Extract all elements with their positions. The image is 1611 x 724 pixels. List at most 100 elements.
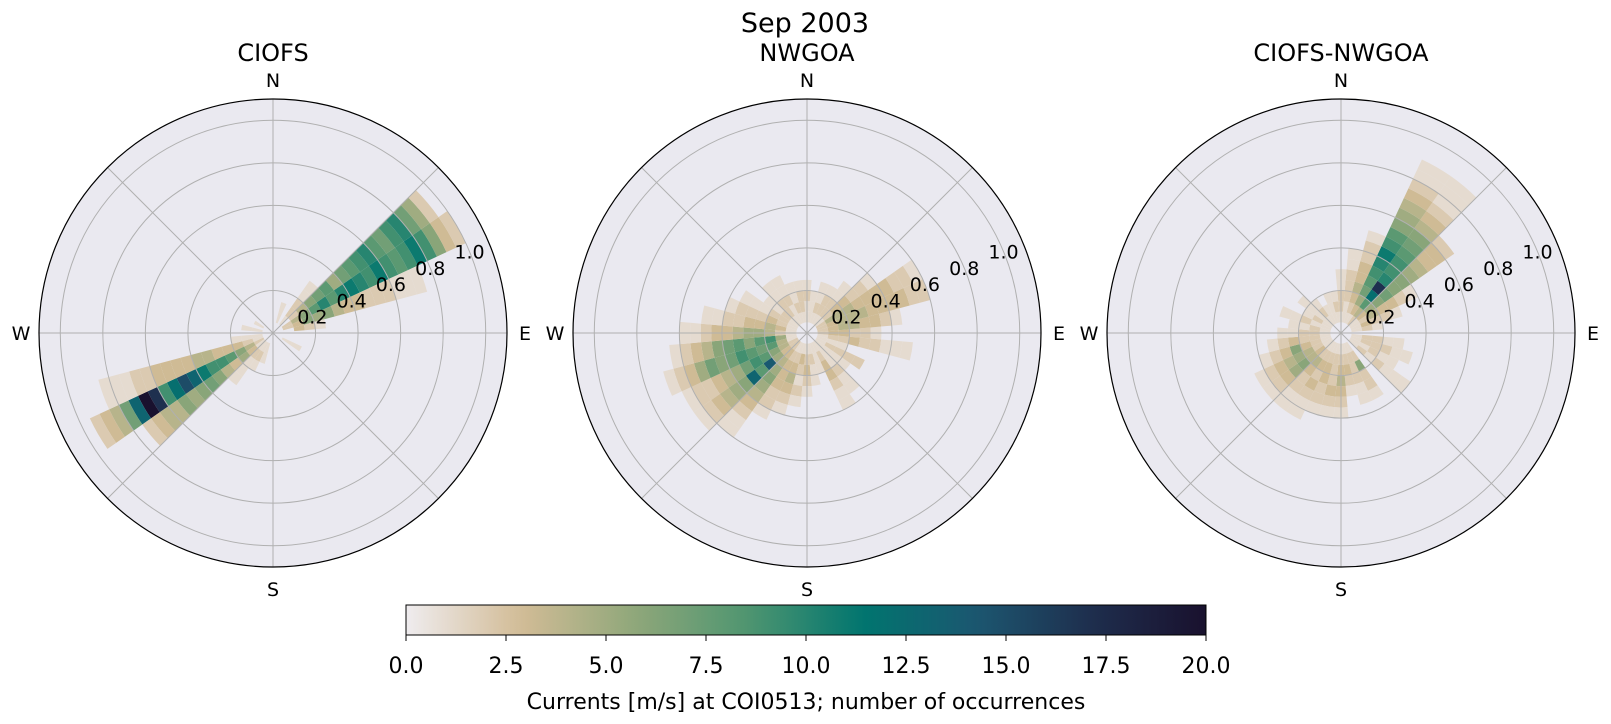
angular-gridline <box>806 167 973 334</box>
compass-label: W <box>1080 323 1099 345</box>
histogram-cell <box>149 363 167 387</box>
panel-title: CIOFS <box>237 39 308 67</box>
histogram-cell <box>177 394 198 416</box>
histogram-cell <box>241 334 253 342</box>
histogram-cell <box>700 377 720 401</box>
histogram-cell <box>1319 327 1331 333</box>
angular-gridline <box>641 332 808 499</box>
histogram-cell <box>379 279 397 303</box>
histogram-cell <box>807 311 813 323</box>
histogram-cell <box>1341 311 1347 323</box>
histogram-cell <box>1335 343 1341 355</box>
histogram-cell <box>1318 371 1330 385</box>
histogram-cell <box>291 298 304 311</box>
histogram-cell <box>1342 353 1350 365</box>
histogram-cell <box>394 241 418 271</box>
angular-gridline <box>1340 332 1507 499</box>
histogram-cell <box>1384 296 1399 311</box>
histogram-cell <box>1318 348 1329 360</box>
histogram-cell <box>311 310 325 322</box>
histogram-cell <box>1346 352 1355 364</box>
histogram-cell <box>761 280 777 296</box>
figure-suptitle: Sep 2003 <box>741 8 869 39</box>
histogram-cell <box>1310 367 1324 382</box>
histogram-cell <box>749 355 764 370</box>
histogram-cell <box>257 340 267 351</box>
histogram-cell <box>817 333 829 339</box>
histogram-cell <box>775 390 791 405</box>
compass-label: S <box>801 579 813 601</box>
histogram-cell <box>1346 302 1355 314</box>
histogram-cell <box>809 342 816 354</box>
histogram-cell <box>429 217 457 253</box>
histogram-cell <box>251 333 263 339</box>
histogram-cell <box>831 363 845 377</box>
histogram-cell <box>868 338 882 353</box>
histogram-cell <box>845 310 859 322</box>
histogram-cell <box>844 287 860 303</box>
histogram-cell <box>754 336 766 347</box>
histogram-cell <box>1358 284 1372 299</box>
histogram-cell <box>1414 219 1439 243</box>
histogram-cell <box>816 324 828 331</box>
histogram-cell <box>780 310 792 321</box>
histogram-cell <box>1408 178 1439 203</box>
histogram-cell <box>793 352 802 364</box>
histogram-cell <box>824 284 838 299</box>
histogram-cell <box>1303 363 1317 377</box>
histogram-cell <box>1393 290 1409 307</box>
histogram-cell <box>1329 363 1339 376</box>
histogram-cell <box>1314 345 1326 356</box>
histogram-cell <box>310 287 326 303</box>
histogram-cell <box>1332 301 1340 313</box>
histogram-cell <box>1352 281 1364 295</box>
histogram-cell <box>1279 306 1293 320</box>
histogram-cells <box>89 190 466 449</box>
histogram-cell <box>1343 363 1353 376</box>
histogram-cell <box>378 220 404 248</box>
histogram-cell <box>1389 346 1403 360</box>
histogram-cell <box>1263 364 1281 382</box>
colorbar: 0.0 2.5 5.0 7.5 10.0 12.5 15.0 17.5 20.0 Current… <box>389 604 1230 715</box>
histogram-cell <box>1361 324 1373 332</box>
histogram-cell <box>825 298 838 311</box>
colorbar-label: Currents [m/s] at COI0513; number of occ… <box>527 690 1086 715</box>
histogram-cell <box>147 386 169 413</box>
histogram-cell <box>282 324 294 331</box>
radial-tick-label: 0.2 <box>1365 307 1395 329</box>
histogram-cell <box>1381 236 1403 255</box>
histogram-cell <box>355 242 378 266</box>
histogram-cell <box>784 306 795 318</box>
histogram-cell <box>1319 333 1331 339</box>
histogram-cell <box>1306 351 1319 364</box>
histogram-cell <box>1298 335 1311 345</box>
polar-frame <box>38 98 508 568</box>
histogram-cell <box>858 337 871 350</box>
histogram-cell <box>1289 310 1303 322</box>
histogram-cell <box>785 333 797 339</box>
histogram-cell <box>1369 315 1383 325</box>
histogram-cell <box>1299 341 1313 351</box>
histogram-cell <box>1403 188 1433 212</box>
histogram-cell <box>758 302 773 316</box>
compass-label: W <box>546 323 565 345</box>
histogram-cell <box>1408 228 1432 251</box>
histogram-cell <box>812 302 821 314</box>
histogram-cell <box>368 259 389 284</box>
histogram-cell <box>377 253 399 280</box>
histogram-cell <box>1349 361 1359 375</box>
histogram-cell <box>768 308 781 320</box>
histogram-cell <box>369 283 387 306</box>
histogram-cell <box>195 364 213 382</box>
histogram-cell <box>1345 341 1354 353</box>
histogram-cell <box>303 295 317 309</box>
colorbar-tick-label: 10.0 <box>782 654 831 679</box>
histogram-cell <box>1390 217 1415 238</box>
histogram-cell <box>1378 287 1394 303</box>
histogram-cell <box>211 346 225 360</box>
histogram-cell <box>205 359 221 376</box>
histogram-cell <box>185 387 206 409</box>
histogram-cell <box>1357 390 1373 405</box>
histogram-cell <box>370 227 395 254</box>
histogram-cell <box>789 291 799 305</box>
